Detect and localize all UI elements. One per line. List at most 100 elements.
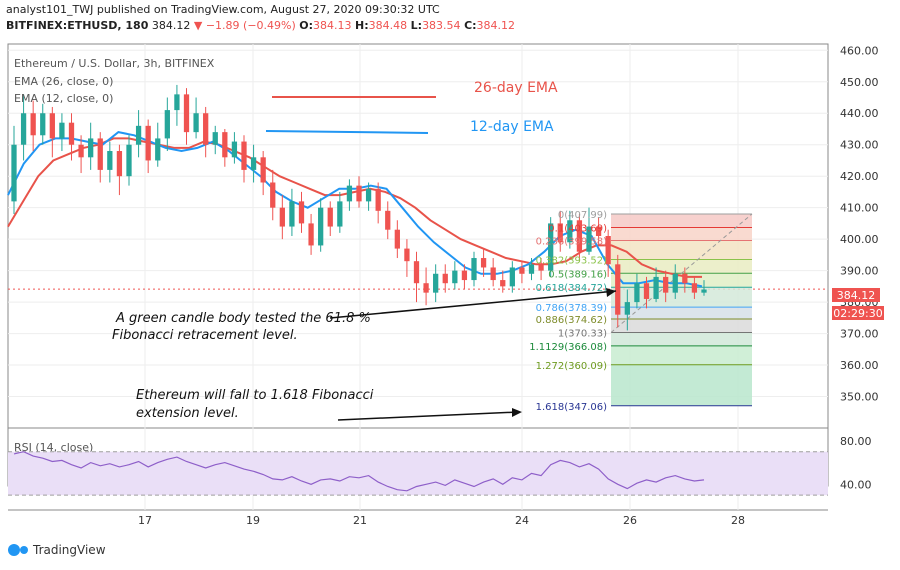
time-tick-label: 28 xyxy=(731,514,745,527)
candle-body xyxy=(222,132,228,158)
candle-body xyxy=(356,185,362,202)
candle-body xyxy=(68,122,75,145)
ema26-line xyxy=(7,137,702,278)
annotation-1-line-1: A green candle body tested the 61.8 % xyxy=(115,311,371,326)
fib-label: 0.236(399.58) xyxy=(536,236,608,247)
footer[interactable]: TradingView xyxy=(8,543,106,557)
price-tick-label: 360.00 xyxy=(840,359,879,372)
candle-body xyxy=(643,283,650,299)
time-tick-label: 17 xyxy=(138,514,152,527)
rsi-series xyxy=(13,451,705,492)
time-axis: 17 19 21 24 26 28 xyxy=(138,514,745,527)
ema26-label: 26-day EMA xyxy=(474,80,558,96)
candle-body xyxy=(615,264,621,315)
tradingview-brand: TradingView xyxy=(32,543,106,557)
candle-body xyxy=(519,267,525,274)
candle-body xyxy=(279,207,285,227)
candle-body xyxy=(442,273,448,284)
fibonacci-labels: 0(407.99) 0.1(403.69)0.236(399.58) 0.382(3… xyxy=(529,210,607,413)
price-tick-label: 390.00 xyxy=(840,265,879,278)
fib-label: 0.1(403.69) xyxy=(548,224,607,235)
last-price-badge: 384.12 xyxy=(837,289,876,302)
candle-body xyxy=(375,188,381,211)
annotation-1-arrowhead xyxy=(606,288,616,297)
candle-body xyxy=(116,151,123,177)
candle-body xyxy=(78,144,84,158)
fib-band xyxy=(611,287,752,308)
candle-body xyxy=(241,141,247,170)
low-value: 383.54 xyxy=(422,19,461,32)
candle-body xyxy=(595,226,602,236)
chart-title: Ethereum / U.S. Dollar, 3h, BITFINEX xyxy=(14,57,215,70)
rsi-band xyxy=(8,451,828,496)
candle-body xyxy=(605,236,611,265)
candle-body xyxy=(365,188,372,202)
candle-body xyxy=(193,113,199,133)
candle-body xyxy=(298,201,305,224)
ema12-line xyxy=(7,131,703,288)
fib-label: 0.5(389.16) xyxy=(548,269,607,280)
candle-body xyxy=(624,302,630,315)
candle-body xyxy=(471,258,477,281)
candle-body xyxy=(567,220,573,243)
close-value: 384.12 xyxy=(476,19,516,32)
open-value: 384.13 xyxy=(313,19,352,32)
candle-body xyxy=(212,132,218,145)
rsi-tick-label: 40.00 xyxy=(840,478,872,491)
fib-label: 1(370.33) xyxy=(558,329,607,340)
candle-body xyxy=(433,273,439,293)
candle-body xyxy=(423,283,429,293)
fib-label: 1.618(347.06) xyxy=(536,402,608,413)
countdown-badge-bg xyxy=(832,306,884,320)
candle-body xyxy=(509,267,515,287)
tradingview-logo-icon xyxy=(8,544,20,556)
candle-body xyxy=(394,229,400,249)
symbol-line: BITFINEX:ETHUSD, 180 384.12 ▼ −1.89 (−0.… xyxy=(6,19,516,32)
candle-body xyxy=(49,113,55,139)
fib-label: 0.886(374.62) xyxy=(536,315,608,326)
time-tick-label: 19 xyxy=(246,514,260,527)
time-tick-label: 24 xyxy=(515,514,529,527)
candle-body xyxy=(385,210,391,230)
price-axis: 350.00360.00370.00380.00390.00400.00410.… xyxy=(840,44,879,403)
fibonacci-bands xyxy=(610,213,753,407)
candle-body xyxy=(346,185,353,202)
candle-body xyxy=(155,138,161,161)
fib-band xyxy=(611,213,752,228)
candle-body xyxy=(203,113,209,145)
candle-body xyxy=(270,182,276,208)
fib-label: 0.618(384.72) xyxy=(536,283,608,294)
candle-body xyxy=(126,144,132,177)
fib-band xyxy=(611,307,752,320)
fib-band xyxy=(611,240,752,260)
candle-body xyxy=(404,248,410,262)
candle-body xyxy=(107,151,113,170)
fib-band xyxy=(611,259,752,274)
price-change: ▼ −1.89 (−0.49%) xyxy=(193,19,296,32)
fib-label: 1.1129(366.08) xyxy=(529,342,607,353)
price-badges: 384.12 02:29:30 xyxy=(832,288,884,320)
candle-body xyxy=(289,201,295,227)
candle-body xyxy=(413,261,420,284)
candle-body xyxy=(327,207,333,227)
candle-body xyxy=(11,144,17,202)
time-tick-label: 21 xyxy=(353,514,367,527)
price-tick-label: 430.00 xyxy=(840,139,879,152)
candle-body xyxy=(308,223,314,246)
rsi-tick-label: 80.00 xyxy=(840,435,872,448)
price-tick-label: 400.00 xyxy=(840,233,879,246)
time-tick-label: 26 xyxy=(623,514,637,527)
ema12-label: 12-day EMA xyxy=(470,119,554,135)
candle-body xyxy=(20,113,27,145)
annotation-1-arrow xyxy=(329,290,617,319)
ema26-series xyxy=(7,137,702,278)
fib-label: 0(407.99) xyxy=(558,210,607,221)
candle-body xyxy=(548,223,554,271)
annotation-2-line-1: Ethereum will fall to 1.618 Fibonacci xyxy=(136,388,374,403)
candle-body xyxy=(88,138,94,158)
candle-body xyxy=(135,125,142,145)
candle-body xyxy=(538,264,544,271)
candle-body xyxy=(634,283,640,303)
price-tick-label: 350.00 xyxy=(840,391,879,404)
